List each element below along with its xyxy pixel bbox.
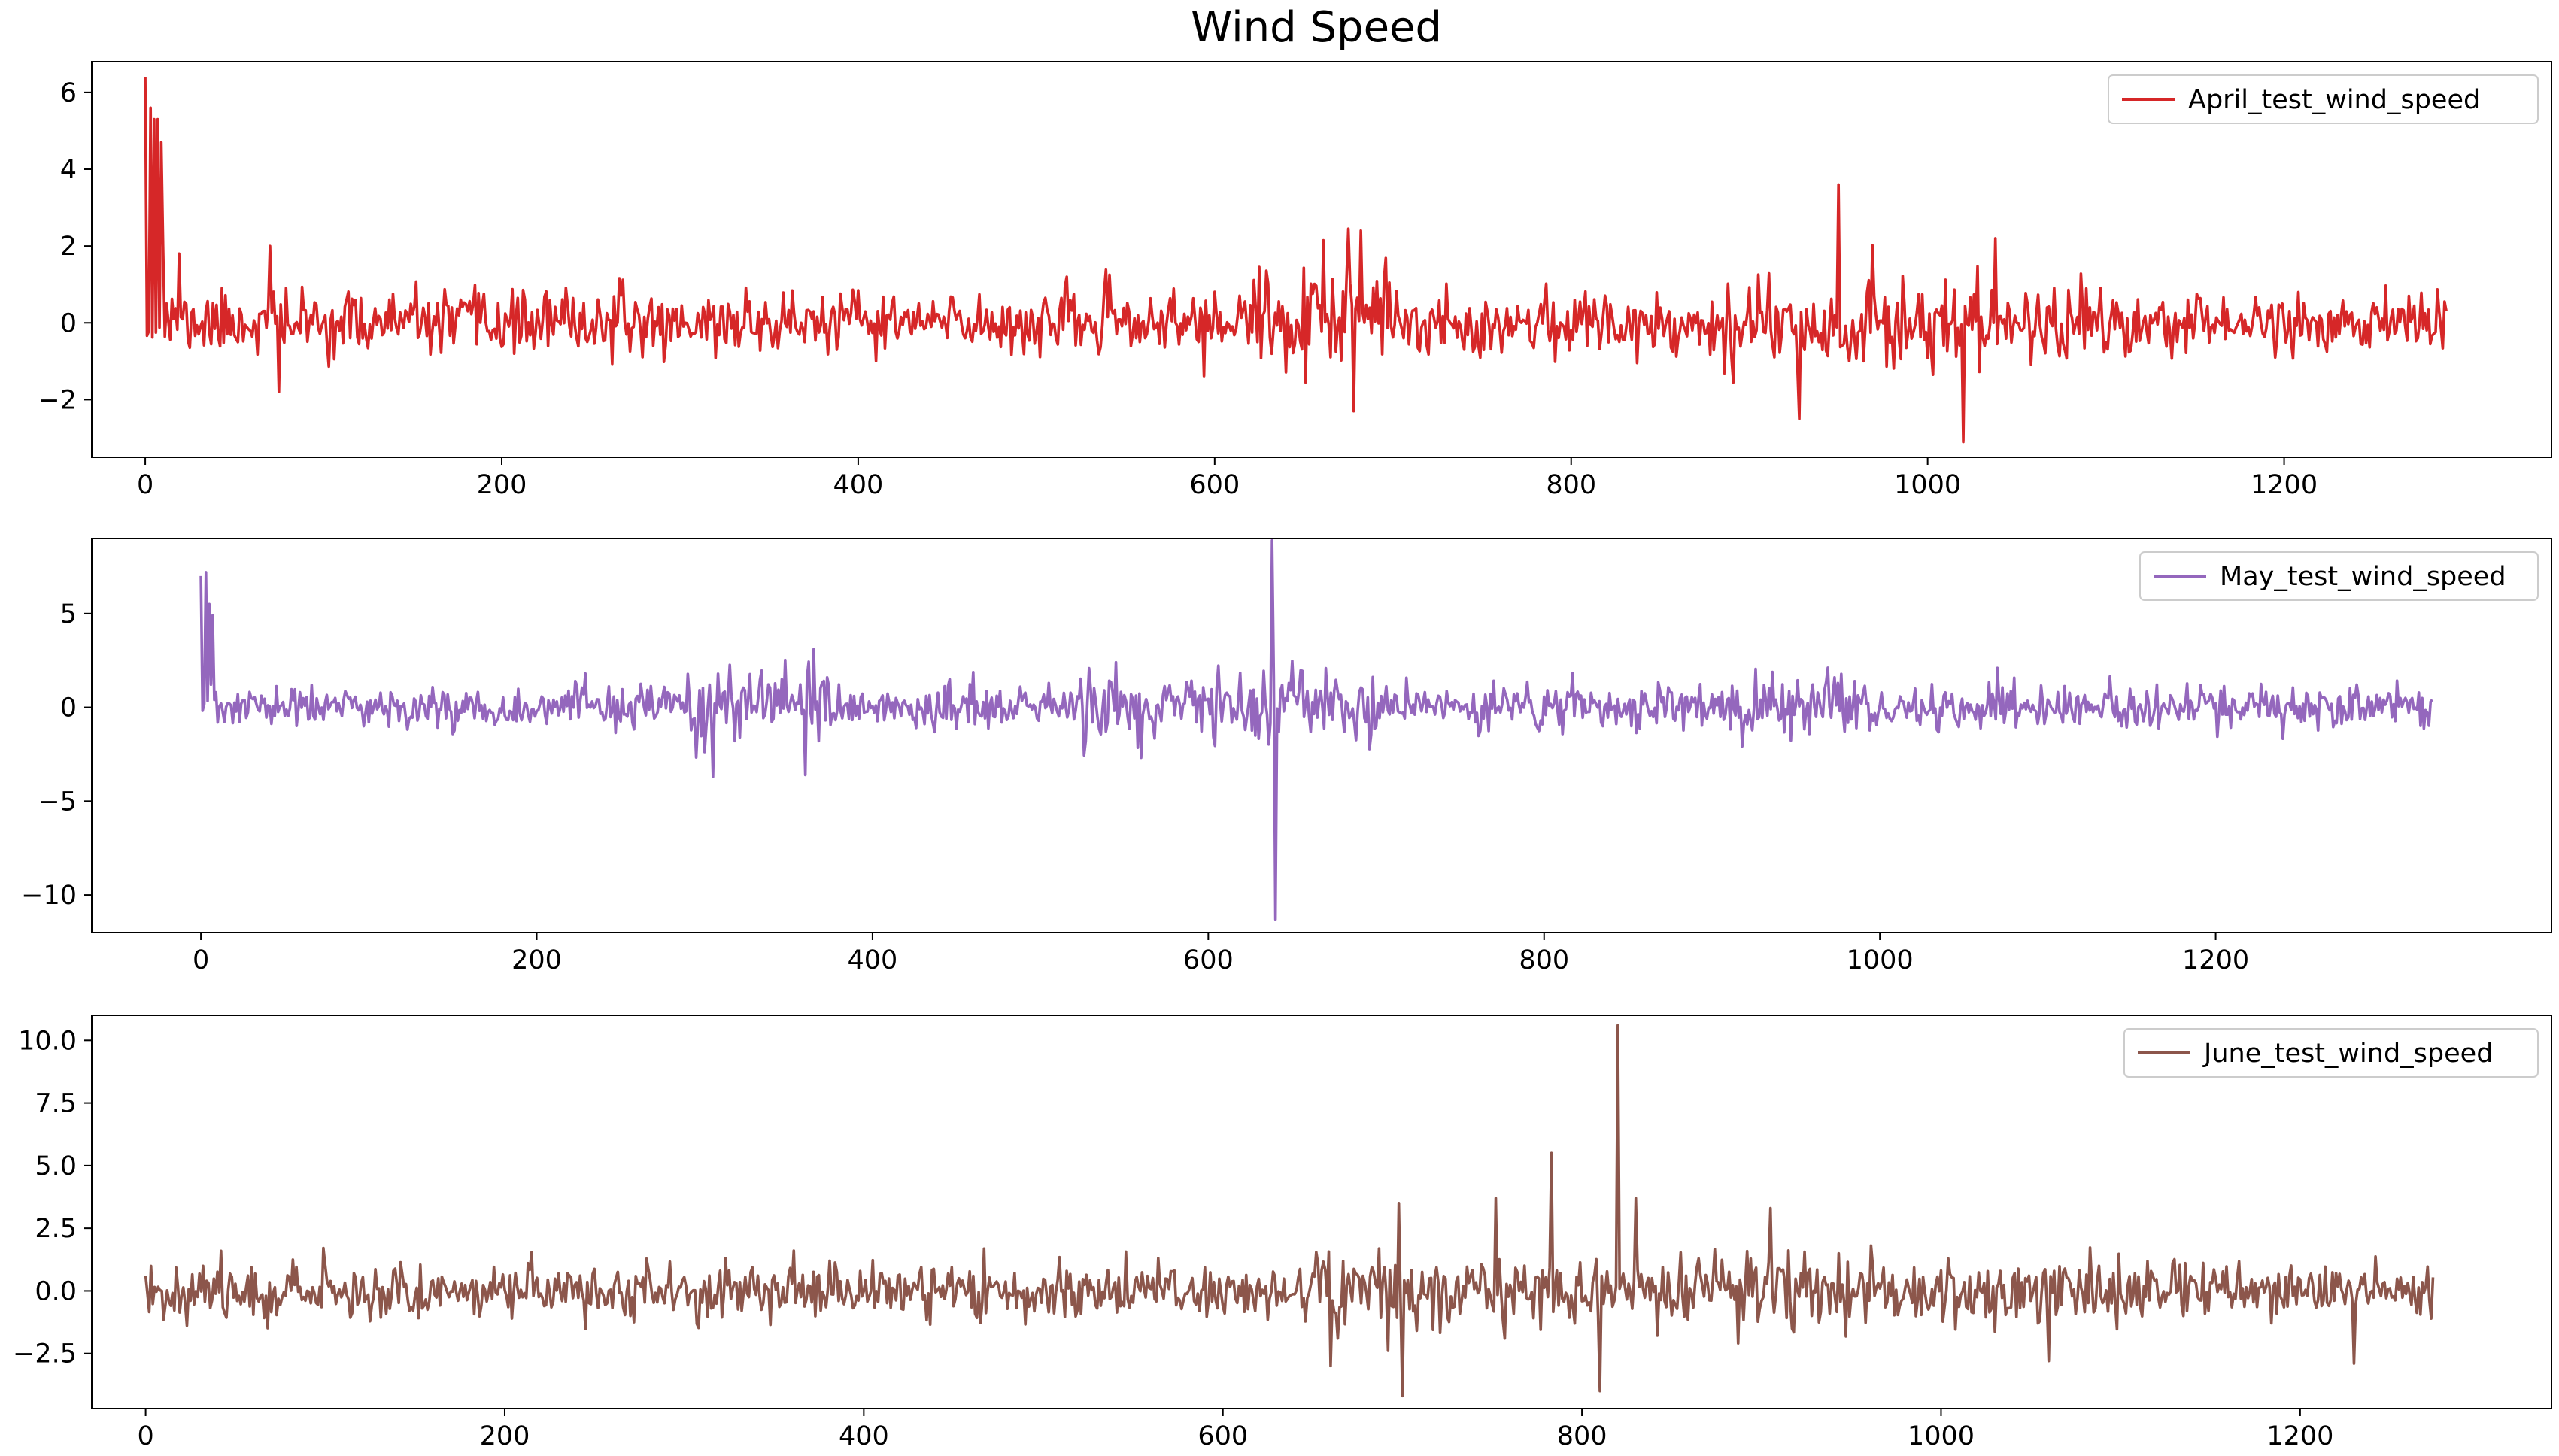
- axes-frame: [91, 61, 2552, 458]
- y-tick-label: 4: [60, 155, 77, 185]
- series-line-June_test_wind_speed: [144, 1024, 2435, 1398]
- axes-frame: [91, 1015, 2552, 1409]
- x-tick-label: 400: [848, 945, 898, 975]
- chart-panel-3: 0 200 400 600 800 1000 1200 −2.5 0.0 2.5 5.0 7.5 10.…: [13, 1015, 2552, 1451]
- x-tick-label: 200: [477, 470, 527, 500]
- y-tick-label: 2: [60, 232, 77, 262]
- legend-label: May_test_wind_speed: [2220, 562, 2506, 592]
- x-tick-label: 1000: [1894, 470, 1961, 500]
- x-tick-label: 400: [839, 1421, 889, 1451]
- legend: June_test_wind_speed: [2123, 1028, 2539, 1078]
- x-tick-label: 1200: [2251, 470, 2318, 500]
- chart-panel-2: 0 200 400 600 800 1000 1200 −10 −5 0 5 May_test_win…: [21, 538, 2552, 975]
- x-tick-label: 1200: [2266, 1421, 2333, 1451]
- y-tick-label: −10: [21, 881, 77, 911]
- legend-box: [2139, 551, 2539, 601]
- x-tick-label: 1200: [2182, 945, 2249, 975]
- y-tick-label: 2.5: [35, 1214, 77, 1244]
- y-tick-label: 5: [60, 599, 77, 629]
- x-tick-label: 0: [193, 945, 209, 975]
- chart-panel-1: 0 200 400 600 800 1000 1200 −2 0 2 4 6 April_test_wi…: [38, 61, 2552, 500]
- x-tick-label: 800: [1557, 1421, 1607, 1451]
- x-tick-label: 800: [1519, 945, 1569, 975]
- x-tick-label: 1000: [1908, 1421, 1975, 1451]
- legend-label: June_test_wind_speed: [2202, 1039, 2493, 1069]
- y-tick-label: 0: [60, 308, 77, 338]
- x-tick-label: 1000: [1847, 945, 1914, 975]
- legend-label: April_test_wind_speed: [2188, 85, 2480, 115]
- y-tick-label: −2: [38, 385, 77, 415]
- legend-box: [2123, 1028, 2539, 1078]
- y-tick-label: 10.0: [18, 1026, 77, 1056]
- y-tick-label: −2.5: [13, 1339, 77, 1370]
- x-tick-label: 600: [1183, 945, 1234, 975]
- y-tick-label: 5.0: [35, 1151, 77, 1181]
- series-line-April_test_wind_speed: [144, 77, 2448, 444]
- legend: April_test_wind_speed: [2108, 74, 2539, 124]
- x-tick-label: 200: [480, 1421, 530, 1451]
- y-tick-label: 7.5: [35, 1089, 77, 1119]
- x-tick-label: 0: [137, 470, 153, 500]
- figure-title: Wind Speed: [1191, 3, 1442, 52]
- axes-frame: [91, 538, 2552, 933]
- y-tick-label: 0.0: [35, 1276, 77, 1306]
- y-tick-label: −5: [38, 787, 77, 817]
- legend: May_test_wind_speed: [2139, 551, 2539, 601]
- legend-box: [2108, 74, 2539, 124]
- x-tick-label: 600: [1189, 470, 1240, 500]
- y-tick-label: 0: [60, 693, 77, 723]
- x-tick-label: 0: [137, 1421, 153, 1451]
- x-tick-label: 400: [833, 470, 884, 500]
- x-tick-label: 800: [1546, 470, 1596, 500]
- x-tick-label: 200: [511, 945, 562, 975]
- x-tick-label: 600: [1198, 1421, 1248, 1451]
- y-tick-label: 6: [60, 78, 77, 108]
- series-line-May_test_wind_speed: [199, 538, 2433, 921]
